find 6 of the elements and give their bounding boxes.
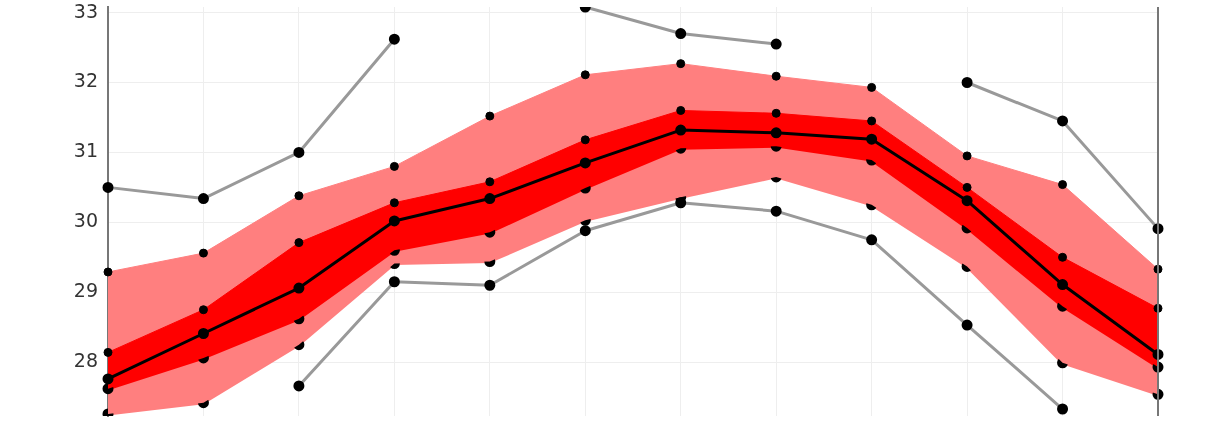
y-tick-label: 33	[73, 0, 98, 22]
y-tick-label: 32	[73, 69, 98, 92]
y-tick-label: 29	[73, 279, 98, 302]
y-tick-label: 28	[73, 349, 98, 372]
y-tick-label: 30	[73, 209, 98, 232]
y-tick-label: 31	[73, 139, 98, 162]
